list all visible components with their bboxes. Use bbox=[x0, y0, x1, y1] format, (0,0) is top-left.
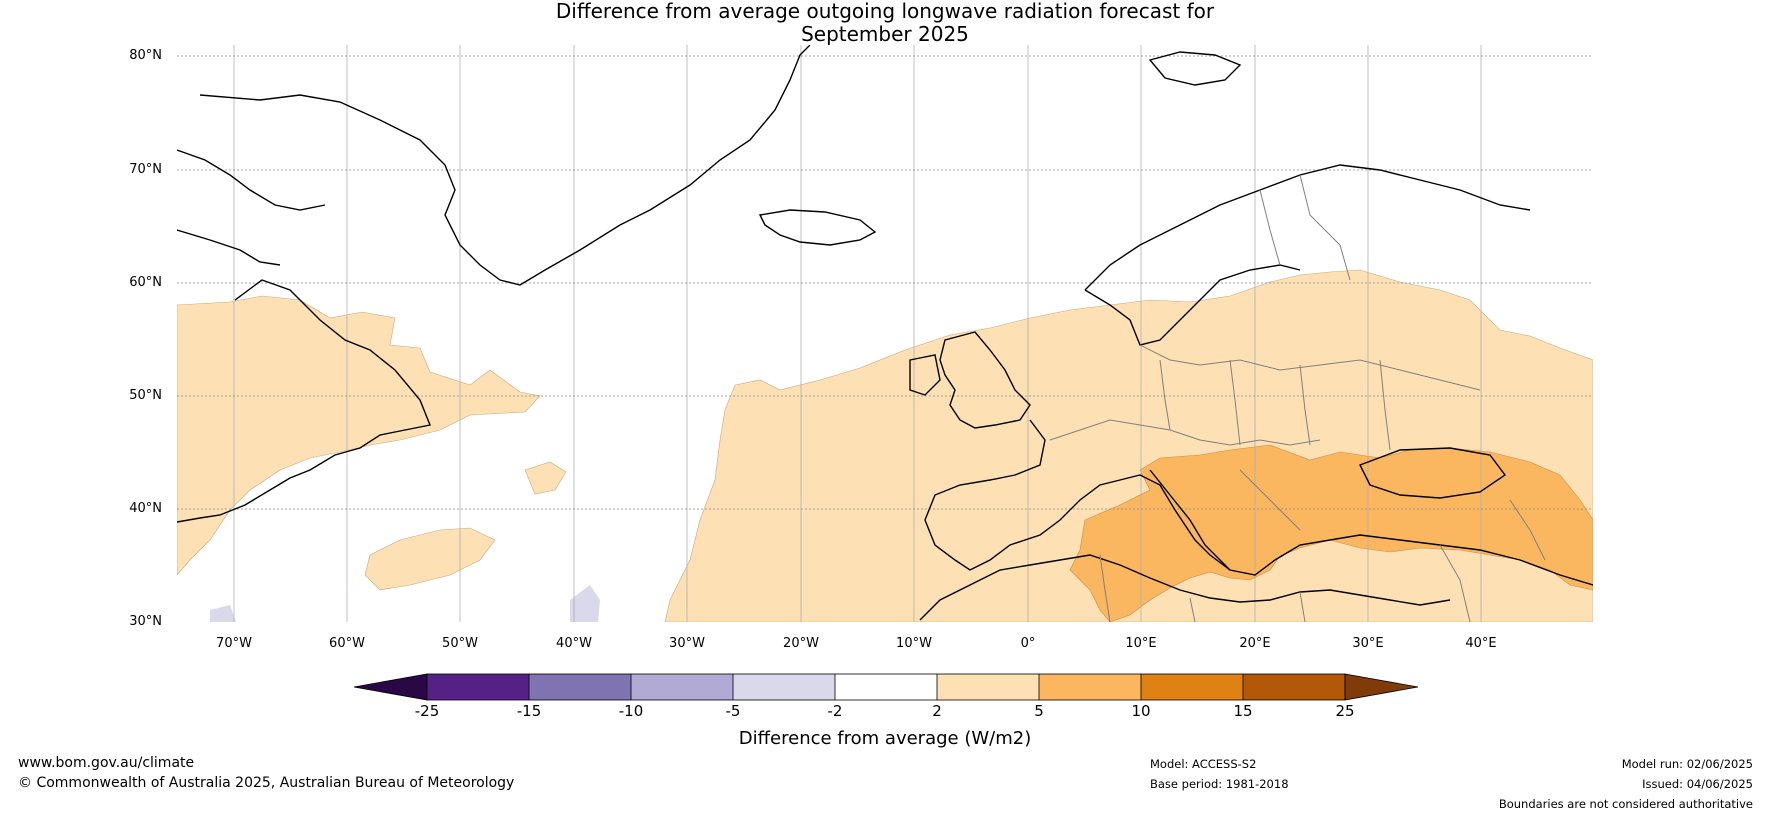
lon-label-30e: 30°E bbox=[1352, 636, 1384, 651]
footer-model: Model: ACCESS-S2 bbox=[1150, 757, 1257, 771]
colorbar-seg-1 bbox=[427, 674, 529, 700]
colorbar-seg-6 bbox=[937, 674, 1039, 700]
colorbar-tick: -15 bbox=[516, 702, 542, 720]
lon-label-20w: 20°W bbox=[783, 636, 819, 651]
anomaly-neg-patch-2 bbox=[210, 605, 236, 622]
colorbar-seg-2 bbox=[529, 674, 631, 700]
lat-label-50n: 50°N bbox=[129, 388, 162, 403]
lon-label-30w: 30°W bbox=[669, 636, 705, 651]
title-line-1: Difference from average outgoing longwav… bbox=[555, 0, 1215, 23]
colorbar-arrow-low bbox=[353, 673, 428, 701]
colorbar-seg-7 bbox=[1039, 674, 1141, 700]
lon-label-20e: 20°E bbox=[1239, 636, 1271, 651]
lon-label-60w: 60°W bbox=[329, 636, 365, 651]
lon-label-10w: 10°W bbox=[896, 636, 932, 651]
lon-label-70w: 70°W bbox=[216, 636, 252, 651]
lat-label-60n: 60°N bbox=[129, 275, 162, 290]
colorbar-seg-8 bbox=[1141, 674, 1243, 700]
colorbar-tick: 10 bbox=[1131, 702, 1151, 720]
colorbar-tick: 5 bbox=[1034, 702, 1044, 720]
lon-label-0: 0° bbox=[1020, 636, 1036, 651]
colorbar-seg-9 bbox=[1243, 674, 1345, 700]
anomaly-2-5-north-america bbox=[177, 295, 541, 576]
anomaly-5-10-mediterranean bbox=[1069, 444, 1593, 622]
lon-label-40e: 40°E bbox=[1465, 636, 1497, 651]
lat-label-70n: 70°N bbox=[129, 162, 162, 177]
colorbar-tick: -25 bbox=[414, 702, 440, 720]
gridlines bbox=[233, 45, 1482, 622]
lat-label-40n: 40°N bbox=[129, 501, 162, 516]
colorbar-tick: 2 bbox=[932, 702, 942, 720]
country-borders bbox=[1049, 174, 1546, 622]
colorbar-tick: -10 bbox=[618, 702, 644, 720]
lat-label-80n: 80°N bbox=[129, 48, 162, 63]
colorbar-seg-4 bbox=[733, 674, 835, 700]
map-title: Difference from average outgoing longwav… bbox=[0, 0, 1770, 46]
colorbar-seg-5 bbox=[835, 674, 937, 700]
footer-boundaries: Boundaries are not considered authoritat… bbox=[1498, 797, 1753, 811]
footer-website: www.bom.gov.au/climate bbox=[18, 755, 195, 771]
lon-label-10e: 10°E bbox=[1125, 636, 1157, 651]
colorbar bbox=[353, 673, 1419, 701]
footer-base-period: Base period: 1981-2018 bbox=[1150, 777, 1289, 791]
colorbar-tick: -2 bbox=[827, 702, 843, 720]
map-fields bbox=[177, 45, 1593, 622]
latlines bbox=[177, 55, 1593, 510]
colorbar-arrow-high bbox=[1344, 673, 1419, 701]
colorbar-seg-3 bbox=[631, 674, 733, 700]
colorbar-tick: -5 bbox=[725, 702, 741, 720]
lon-label-50w: 50°W bbox=[442, 636, 478, 651]
footer-model-run: Model run: 02/06/2025 bbox=[1621, 757, 1753, 771]
colorbar-tick: 15 bbox=[1233, 702, 1253, 720]
title-line-2: September 2025 bbox=[801, 22, 969, 46]
anomaly-neg-patch-1 bbox=[570, 585, 600, 622]
lon-label-40w: 40°W bbox=[556, 636, 592, 651]
lat-label-30n: 30°N bbox=[129, 614, 162, 629]
footer-copyright: © Commonwealth of Australia 2025, Austra… bbox=[18, 775, 515, 791]
colorbar-label: Difference from average (W/m2) bbox=[738, 728, 1032, 749]
colorbar-tick: 25 bbox=[1335, 702, 1355, 720]
anomaly-2-5-atlantic-blob bbox=[364, 527, 496, 591]
footer-issued: Issued: 04/06/2025 bbox=[1642, 777, 1753, 791]
anomaly-2-5-atlantic-small bbox=[524, 461, 567, 495]
